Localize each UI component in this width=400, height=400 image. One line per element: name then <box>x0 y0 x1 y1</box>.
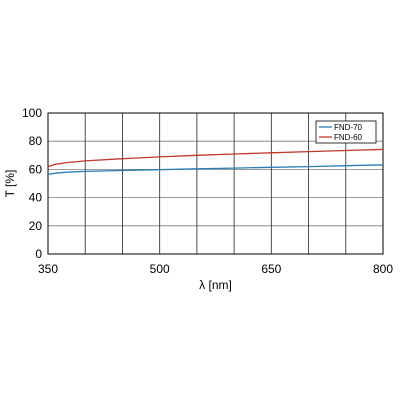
x-tick-label: 350 <box>38 262 58 276</box>
y-tick-label: 0 <box>35 247 42 261</box>
legend-label-1: FND-70 <box>334 123 363 132</box>
plot-frame <box>47 112 384 255</box>
series-line-2 <box>47 148 384 168</box>
y-tick-label: 60 <box>29 162 43 176</box>
series-layer <box>47 148 384 175</box>
legend-label-2: FND-60 <box>334 133 363 142</box>
y-tick-label: 40 <box>29 191 43 205</box>
y-tick-label: 20 <box>29 219 43 233</box>
y-tick-label: 80 <box>29 134 43 148</box>
x-axis-title: λ [nm] <box>199 278 232 292</box>
x-tick-label: 650 <box>261 262 281 276</box>
y-axis-title: T [%] <box>3 170 17 198</box>
series-line-1 <box>47 164 384 175</box>
x-tick-label: 800 <box>373 262 393 276</box>
tick-labels: 0 20 40 60 80 100 350 500 650 800 <box>22 106 393 276</box>
y-tick-label: 100 <box>22 106 42 120</box>
x-tick-label: 500 <box>150 262 170 276</box>
